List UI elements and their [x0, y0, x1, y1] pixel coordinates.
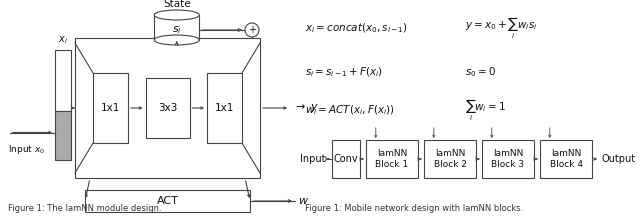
Bar	[55, 50, 71, 111]
Text: Figure 1: Mobile network design with IamNN blocks.: Figure 1: Mobile network design with Iam…	[305, 204, 524, 213]
Bar	[55, 111, 71, 160]
Bar	[207, 73, 242, 143]
Text: Output: Output	[602, 154, 636, 164]
Bar	[540, 140, 592, 178]
Bar	[85, 190, 250, 212]
Text: State: State	[163, 0, 191, 9]
Text: Conv: Conv	[333, 154, 358, 164]
Bar	[75, 38, 260, 178]
Text: 1x1: 1x1	[215, 103, 234, 113]
Text: $s_i = s_{i-1} + F(x_i)$: $s_i = s_{i-1} + F(x_i)$	[305, 65, 383, 79]
Text: +: +	[248, 25, 256, 35]
Text: $s_i$: $s_i$	[172, 24, 182, 36]
Ellipse shape	[154, 10, 199, 20]
Text: $s_0 = 0$: $s_0 = 0$	[465, 65, 496, 79]
Text: Input $x_0$: Input $x_0$	[8, 143, 45, 155]
Text: Input: Input	[300, 154, 326, 164]
Bar	[145, 78, 189, 138]
Text: 1x1: 1x1	[101, 103, 120, 113]
Bar	[366, 140, 418, 178]
Text: $x_i$: $x_i$	[58, 34, 68, 46]
Text: ACT: ACT	[157, 196, 179, 206]
Text: $x_i = concat(x_0, s_{i-1})$: $x_i = concat(x_0, s_{i-1})$	[305, 21, 408, 35]
Text: IamNN
Block 2: IamNN Block 2	[433, 149, 467, 169]
Text: $y = x_0 + \sum_i w_i s_i$: $y = x_0 + \sum_i w_i s_i$	[465, 15, 538, 41]
Text: Figure 1: The IamNN module design.: Figure 1: The IamNN module design.	[8, 204, 162, 213]
Bar	[93, 73, 128, 143]
Circle shape	[245, 23, 259, 37]
Text: $w$: $w$	[298, 196, 309, 206]
Text: $\sum_i w_i = 1$: $\sum_i w_i = 1$	[465, 97, 506, 123]
Bar	[482, 140, 534, 178]
Text: IamNN
Block 4: IamNN Block 4	[550, 149, 582, 169]
Text: $\rightarrow$ y: $\rightarrow$ y	[293, 102, 319, 114]
Text: IamNN
Block 1: IamNN Block 1	[376, 149, 408, 169]
Ellipse shape	[154, 35, 199, 45]
Text: 3x3: 3x3	[158, 103, 177, 113]
Bar	[424, 140, 476, 178]
Text: IamNN
Block 3: IamNN Block 3	[492, 149, 525, 169]
Text: $w_i = ACT(x_i, F(x_i))$: $w_i = ACT(x_i, F(x_i))$	[305, 103, 395, 117]
Bar	[332, 140, 360, 178]
